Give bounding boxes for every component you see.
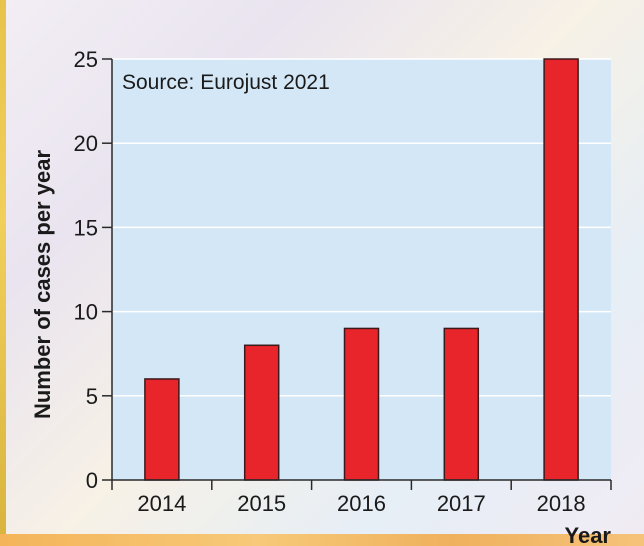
left-decorative-stripe: [0, 0, 6, 546]
x-tick-label: 2016: [337, 491, 386, 516]
bar-2014: [144, 378, 180, 481]
source-annotation: Source: Eurojust 2021: [122, 71, 330, 94]
y-tick-label: 20: [74, 131, 98, 156]
y-tick-label: 0: [86, 468, 98, 493]
bar-2015: [243, 344, 280, 481]
y-tick-labels: 0 5 10 15 20 25: [74, 47, 98, 493]
y-tick-label: 10: [74, 300, 98, 325]
axes: [102, 58, 612, 490]
x-axis-label: Year: [565, 523, 612, 546]
bottom-decorative-band: [0, 534, 644, 546]
y-axis-label: Number of cases per year: [30, 150, 55, 419]
y-tick-label: 15: [74, 215, 98, 240]
bar-2018: [543, 58, 579, 481]
y-tick-label: 25: [74, 47, 98, 72]
y-tick-label: 5: [86, 384, 98, 409]
bar-2016: [343, 327, 380, 481]
x-tick-labels: 2014 2015 2016 2017 2018: [137, 491, 585, 516]
x-tick-label: 2015: [237, 491, 286, 516]
x-tick-label: 2017: [437, 491, 486, 516]
bar-2017: [443, 327, 480, 481]
x-tick-label: 2014: [137, 491, 186, 516]
x-tick-label: 2018: [537, 491, 586, 516]
